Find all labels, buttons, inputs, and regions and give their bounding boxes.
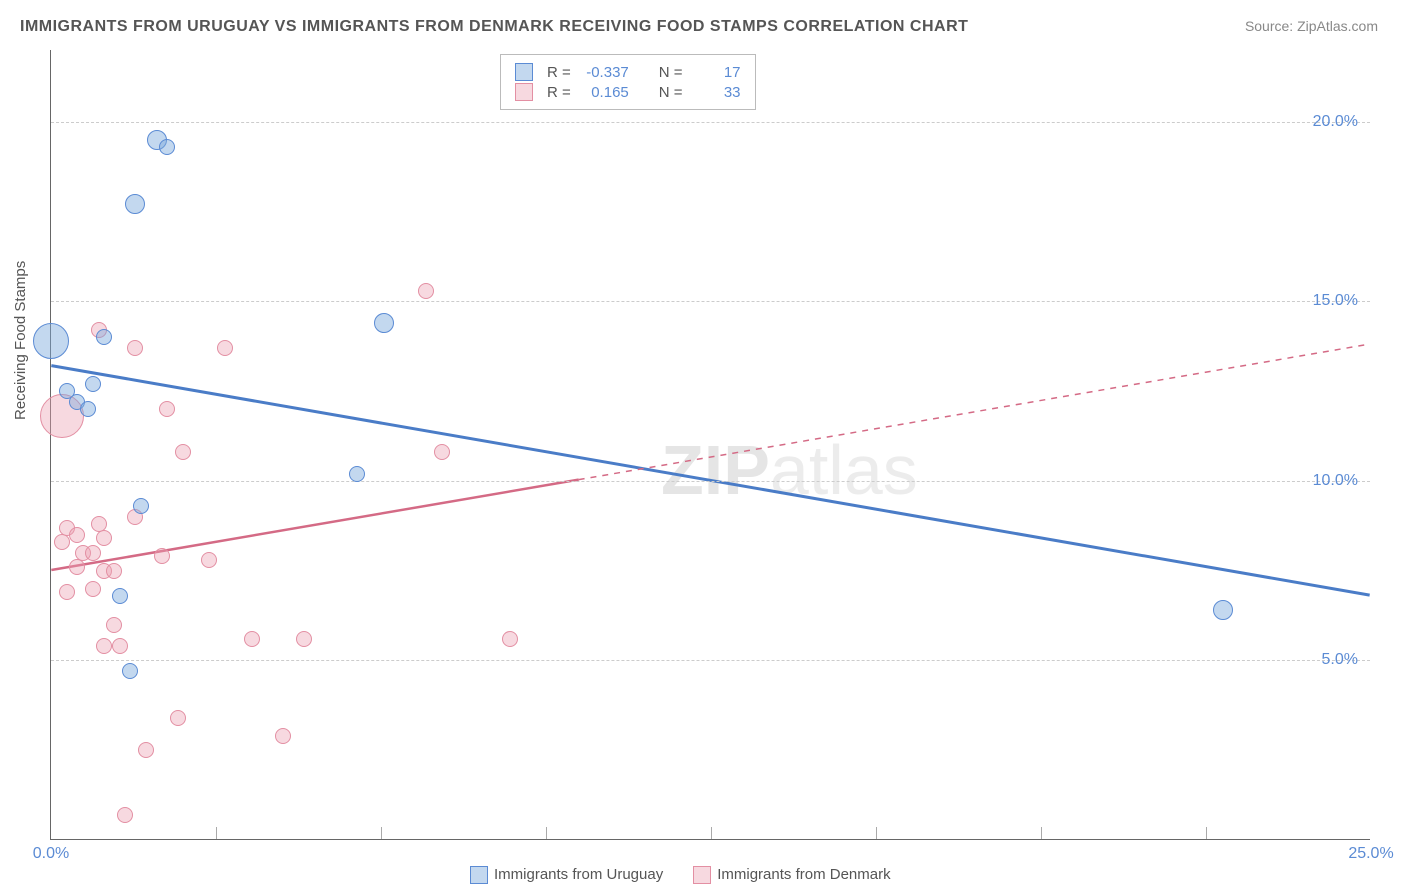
data-point [69,527,85,543]
y-axis-label: Receiving Food Stamps [12,261,29,420]
gridline-h [51,481,1370,482]
data-point [275,728,291,744]
data-point [201,552,217,568]
data-point [59,584,75,600]
x-minor-tick [546,827,547,839]
data-point [244,631,260,647]
data-point [96,530,112,546]
data-point [80,401,96,417]
gridline-h [51,301,1370,302]
data-point [106,563,122,579]
x-minor-tick [1041,827,1042,839]
legend-swatch [470,866,488,884]
data-point [122,663,138,679]
data-point [85,376,101,392]
legend-bottom: Immigrants from Uruguay Immigrants from D… [470,866,891,884]
chart-title: IMMIGRANTS FROM URUGUAY VS IMMIGRANTS FR… [20,18,968,36]
data-point [69,559,85,575]
series-swatch [515,83,533,101]
data-point [170,710,186,726]
y-tick-label: 10.0% [1313,472,1358,490]
stats-row: R = -0.337 N = 17 [515,63,741,81]
data-point [434,444,450,460]
n-label: N = [659,64,683,81]
data-point [159,401,175,417]
x-minor-tick [711,827,712,839]
stats-row: R = 0.165 N = 33 [515,83,741,101]
legend-label: Immigrants from Uruguay [494,866,663,883]
trend-line-dashed [579,344,1370,480]
y-tick-label: 15.0% [1313,292,1358,310]
x-minor-tick [381,827,382,839]
data-point [127,340,143,356]
y-tick-label: 20.0% [1313,113,1358,131]
data-point [138,742,154,758]
gridline-h [51,122,1370,123]
legend-item: Immigrants from Denmark [693,866,890,884]
x-tick-label: 0.0% [33,845,69,863]
data-point [296,631,312,647]
legend-swatch [693,866,711,884]
n-value: 17 [691,64,741,81]
data-point [117,807,133,823]
r-value: 0.165 [579,84,629,101]
data-point [159,139,175,155]
data-point [112,588,128,604]
gridline-h [51,660,1370,661]
data-point [96,638,112,654]
data-point [106,617,122,633]
data-point [217,340,233,356]
data-point [133,498,149,514]
data-point [54,534,70,550]
correlation-stats-box: R = -0.337 N = 17 R = 0.165 N = 33 [500,54,756,110]
data-point [154,548,170,564]
data-point [418,283,434,299]
watermark-zip: ZIP [661,431,770,509]
y-tick-label: 5.0% [1322,651,1358,669]
data-point [125,194,145,214]
x-tick-label: 25.0% [1348,845,1393,863]
x-minor-tick [216,827,217,839]
data-point [349,466,365,482]
data-point [502,631,518,647]
data-point [33,323,69,359]
x-minor-tick [876,827,877,839]
r-label: R = [547,64,571,81]
r-label: R = [547,84,571,101]
legend-item: Immigrants from Uruguay [470,866,663,884]
series-swatch [515,63,533,81]
legend-label: Immigrants from Denmark [717,866,890,883]
data-point [112,638,128,654]
chart-plot-area: ZIPatlas 5.0%10.0%15.0%20.0%0.0%25.0% [50,50,1370,840]
data-point [374,313,394,333]
n-label: N = [659,84,683,101]
data-point [1213,600,1233,620]
watermark-atlas: atlas [770,431,918,509]
data-point [96,329,112,345]
data-point [85,581,101,597]
n-value: 33 [691,84,741,101]
x-minor-tick [1206,827,1207,839]
r-value: -0.337 [579,64,629,81]
trend-lines-layer [51,50,1370,839]
data-point [175,444,191,460]
trend-line [51,480,578,570]
data-point [85,545,101,561]
source-text: Source: ZipAtlas.com [1245,18,1378,34]
watermark: ZIPatlas [661,430,918,510]
